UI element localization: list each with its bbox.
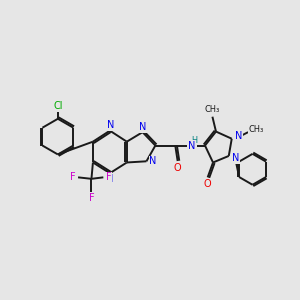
- Text: CH₃: CH₃: [249, 125, 264, 134]
- Text: O: O: [174, 163, 182, 172]
- Text: F: F: [88, 193, 94, 203]
- Text: O: O: [204, 179, 212, 189]
- Text: F: F: [70, 172, 76, 182]
- Text: N: N: [106, 173, 113, 184]
- Text: N: N: [140, 122, 147, 132]
- Text: CH₃: CH₃: [205, 105, 220, 114]
- Text: F: F: [106, 172, 112, 182]
- Text: N: N: [232, 153, 239, 163]
- Text: H: H: [191, 136, 197, 145]
- Text: N: N: [188, 140, 195, 151]
- Text: N: N: [149, 156, 157, 166]
- Text: N: N: [235, 131, 242, 141]
- Text: Cl: Cl: [53, 101, 63, 111]
- Text: N: N: [107, 120, 114, 130]
